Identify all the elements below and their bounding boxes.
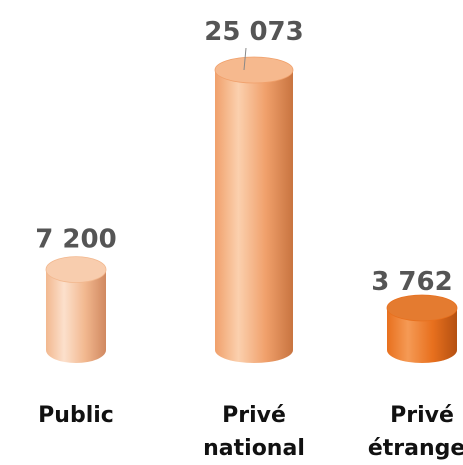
value-leader-line [243, 47, 247, 71]
bar-body [46, 269, 106, 363]
category-label: Privé [390, 403, 454, 428]
bar [214, 56, 294, 363]
bar [45, 256, 107, 363]
bar-top [386, 294, 458, 322]
category-label: national [203, 436, 305, 461]
category-label: Privé [222, 403, 286, 428]
bar [386, 294, 458, 363]
bar-top [45, 256, 107, 283]
bar-body [215, 70, 293, 363]
value-label: 3 762 [371, 267, 452, 297]
bars-group [45, 56, 458, 363]
value-label: 25 073 [204, 17, 304, 47]
bar-top [214, 56, 294, 84]
value-labels-group: 7 200 25 073 3 762 [35, 17, 452, 297]
value-label: 7 200 [35, 225, 116, 255]
bar-body [387, 307, 457, 363]
category-labels-group: Public Privé national Privé étranger [38, 403, 463, 461]
category-label: Public [38, 403, 114, 428]
category-label: étranger [368, 436, 463, 461]
